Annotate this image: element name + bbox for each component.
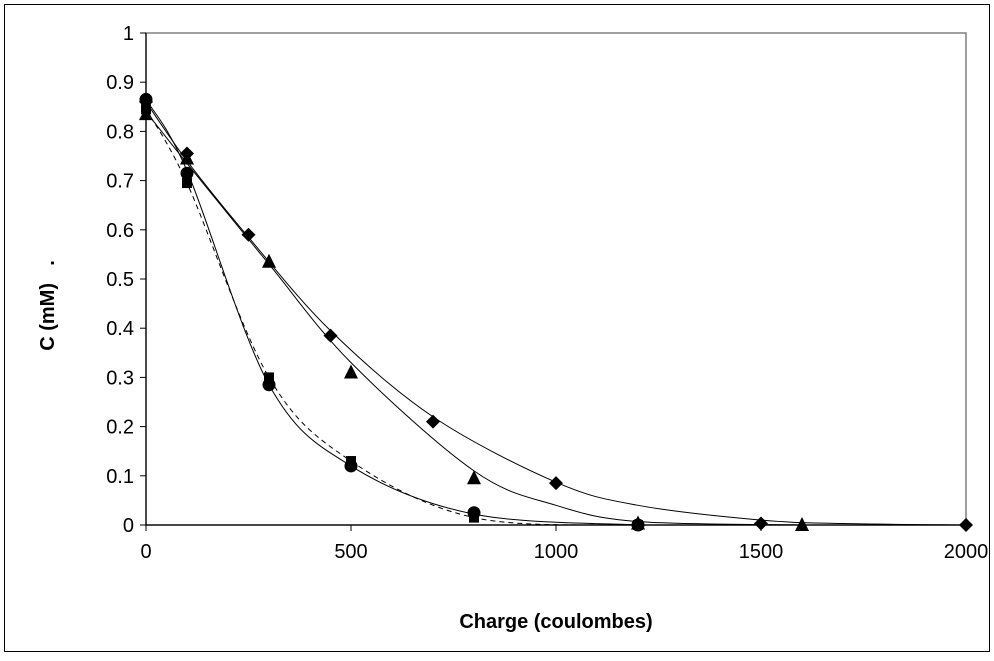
y-axis-title-mark: .	[37, 260, 59, 266]
x-tick-label: 1000	[534, 541, 579, 563]
series-1-point	[323, 328, 338, 343]
y-tick-label: 0.3	[106, 367, 134, 389]
series-1-point	[549, 476, 563, 491]
y-tick-label: 0.9	[106, 72, 134, 94]
y-tick-label: 0.4	[106, 318, 134, 340]
series-2-point	[344, 364, 358, 379]
series-2-point	[180, 150, 194, 165]
series-4-point	[631, 518, 645, 532]
series-1-point	[241, 227, 256, 242]
y-tick-label: 0.8	[106, 121, 134, 143]
y-tick-label: 0.5	[106, 269, 134, 291]
series-4-point	[344, 459, 358, 473]
plot-area	[145, 32, 967, 526]
y-axis-title-group: C (mM) .	[37, 260, 59, 351]
series-1-point	[754, 516, 768, 531]
series-4-point	[139, 92, 153, 106]
y-axis-title: C (mM)	[37, 283, 59, 351]
series-3-point	[141, 104, 151, 115]
x-axis-title: Charge (coulombes)	[459, 611, 652, 633]
axes-layer: 0 0.1 0.2 0.3 0.4 0.5 0.6 0.7 0.8 0.9 1 0 500 1000 150…	[106, 23, 988, 563]
x-tick-label: 1500	[739, 541, 784, 563]
series-1-point	[426, 414, 440, 429]
series-4-point	[262, 378, 276, 392]
series-3-point	[182, 178, 192, 189]
x-tick-label: 500	[334, 541, 367, 563]
series-2-point	[467, 470, 481, 485]
x-tick-label: 0	[140, 541, 151, 563]
series-layer	[139, 92, 973, 532]
y-tick-label: 0.7	[106, 171, 134, 193]
y-tick-label: 1	[123, 23, 134, 45]
series-1-point	[959, 518, 973, 532]
y-tick-label: 0.1	[106, 466, 134, 488]
y-tick-label: 0	[123, 515, 134, 537]
series-2-point	[262, 253, 276, 268]
series-3-point	[264, 372, 274, 383]
series-4-point	[180, 166, 194, 180]
series-1-line	[145, 101, 967, 526]
y-tick-label: 0.2	[106, 417, 134, 439]
series-4-point	[467, 506, 481, 520]
x-tick-label: 2000	[944, 541, 989, 563]
series-2-point	[795, 517, 809, 531]
y-tick-label: 0.6	[106, 220, 134, 242]
